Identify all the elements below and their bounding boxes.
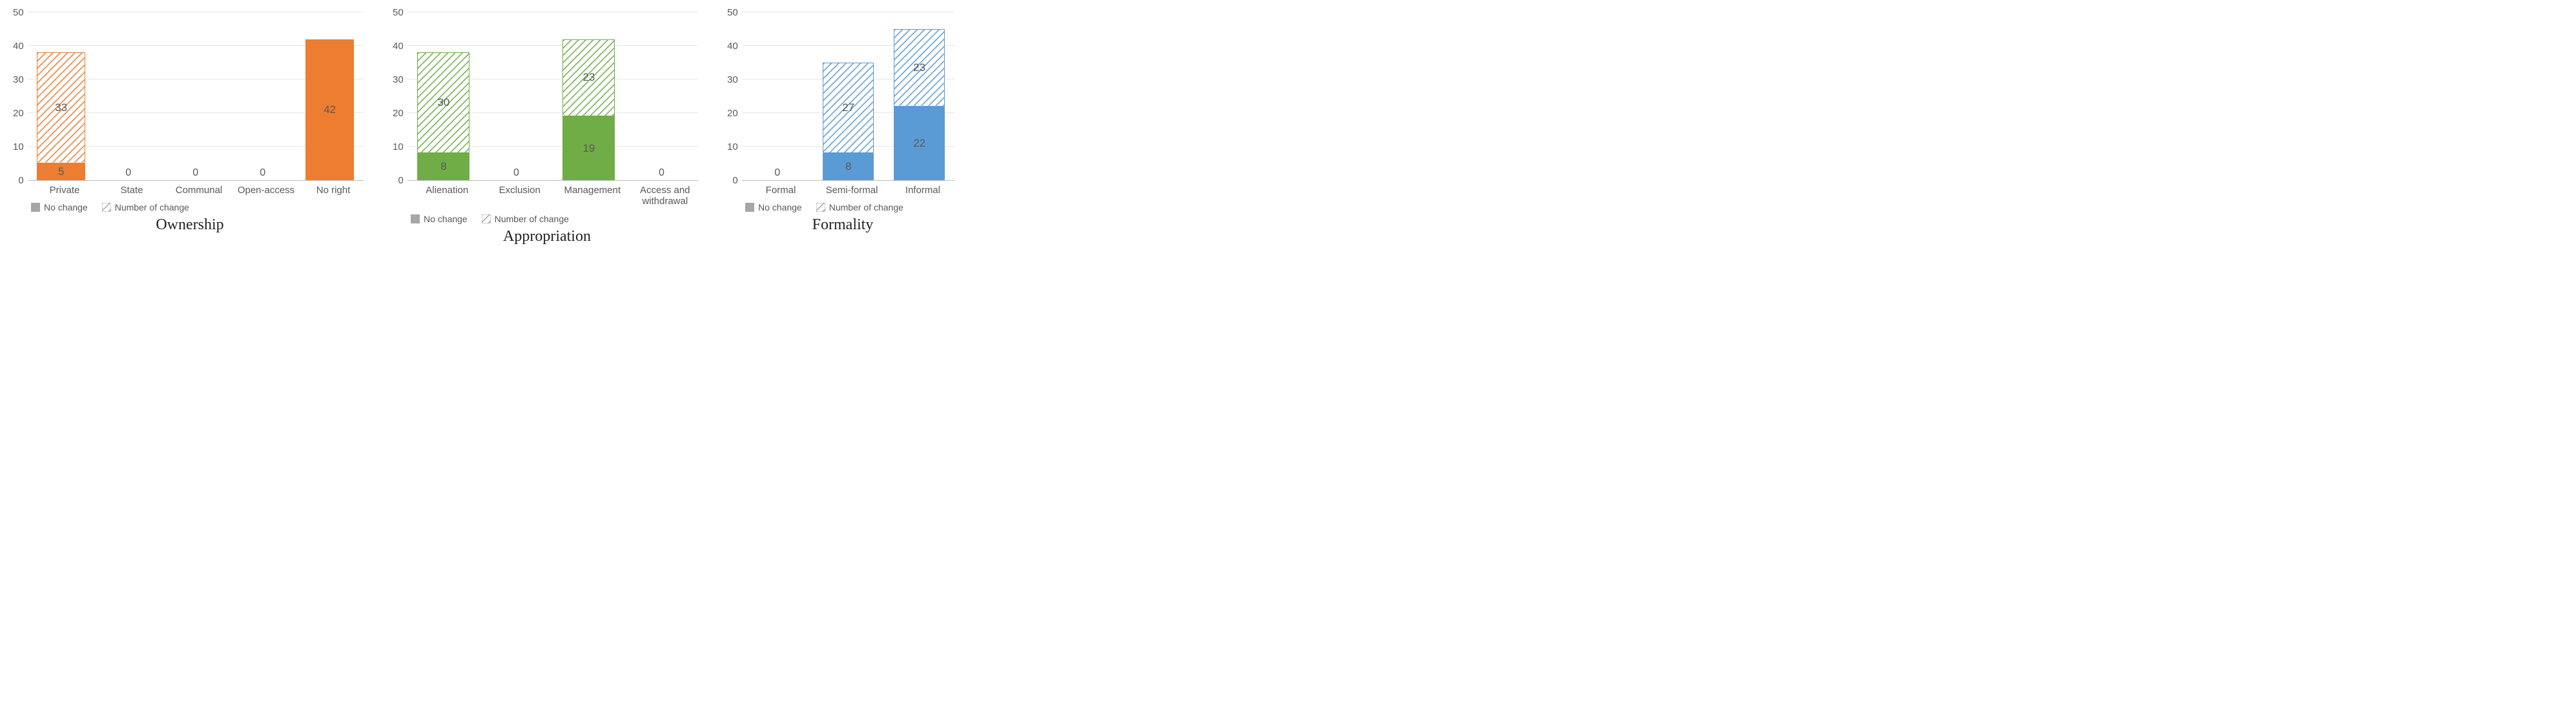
bars-container: 30 8 0 23 19 0: [407, 13, 698, 180]
x-tick-label: Communal: [165, 185, 232, 196]
chart-title: Appropriation: [503, 228, 591, 245]
legend: No change Number of change: [411, 214, 569, 224]
chart-panel-formality: 504030201000 278 2322FormalSem: [727, 13, 958, 234]
legend-label-hatched: Number of change: [495, 214, 569, 224]
bar-segment-solid: 19: [562, 116, 615, 180]
legend-item-solid: No change: [745, 202, 802, 212]
x-tick-label: Management: [556, 185, 629, 207]
bar-value-label: 8: [845, 160, 851, 173]
plot-area: 30 8 0 23 19 0: [407, 13, 698, 181]
x-tick-label: No right: [300, 185, 367, 196]
bar-stack: 42: [305, 39, 354, 180]
bar-slot: 0: [162, 13, 229, 180]
bar-segment-hatched: 33: [37, 52, 85, 163]
legend-item-hatched: Number of change: [816, 202, 903, 212]
chart-body: 50403020100 33500042: [13, 13, 364, 181]
bar-value-label: 22: [913, 137, 925, 150]
legend-swatch-solid: [745, 203, 754, 212]
legend-item-solid: No change: [31, 202, 88, 212]
x-axis: FormalSemi-formalInformal: [745, 185, 958, 196]
bar-value-label: 0: [659, 167, 665, 179]
bar-segment-hatched: 23: [894, 29, 945, 107]
chart-body: 50403020100 0 27 8 23 22: [727, 13, 955, 181]
chart-body: 50403020100 30 8 0 23 19 0: [393, 13, 698, 181]
legend-swatch-solid: [31, 203, 40, 212]
bar-value-label: 5: [58, 165, 64, 178]
bar-segment-solid: 8: [823, 153, 874, 180]
bar-segment-solid: 22: [894, 107, 945, 180]
bar-segment-hatched: 30: [417, 52, 469, 153]
bar-value-label: 0: [260, 167, 265, 179]
bar-segment-solid: 8: [417, 153, 469, 180]
legend-swatch-hatched: [102, 203, 111, 212]
bar-value-label: 19: [582, 142, 595, 155]
bars-container: 0 27 8 23 22: [742, 13, 955, 180]
bar-segment-hatched: 23: [562, 39, 615, 117]
x-tick-label: Alienation: [411, 185, 484, 207]
y-axis: 50403020100: [393, 13, 407, 181]
bar-value-label: 0: [513, 167, 519, 179]
legend: No change Number of change: [745, 202, 903, 212]
bar-slot: 30 8: [407, 13, 480, 180]
legend-item-hatched: Number of change: [102, 202, 189, 212]
bar-segment-hatched: 27: [823, 63, 874, 153]
bar-value-label: 8: [440, 160, 446, 173]
bar-slot: 0: [95, 13, 162, 180]
chart-title: Ownership: [156, 216, 223, 234]
bar-stack: 27 8: [823, 63, 874, 180]
legend-item-solid: No change: [411, 214, 468, 224]
y-axis: 50403020100: [727, 13, 742, 181]
legend-swatch-hatched: [816, 203, 825, 212]
x-tick-label: Formal: [745, 185, 816, 196]
bar-slot: 0: [742, 13, 813, 180]
legend-label-solid: No change: [758, 202, 802, 212]
x-tick-label: Open-access: [232, 185, 300, 196]
bar-value-label: 0: [192, 167, 198, 179]
bar-slot: 23 22: [884, 13, 955, 180]
x-tick-label: Private: [31, 185, 98, 196]
bar-segment-solid: 5: [37, 163, 85, 180]
chart-panel-ownership: 50403020100 33500042PrivateStateCommunal…: [13, 13, 367, 234]
x-tick-label: Informal: [887, 185, 958, 196]
bar-slot: 27 8: [813, 13, 884, 180]
bar-slot: 23 19: [553, 13, 626, 180]
legend: No change Number of change: [31, 202, 189, 212]
bar-slot: 42: [296, 13, 364, 180]
x-tick-label: Exclusion: [484, 185, 557, 207]
bar-stack: 23 22: [894, 29, 945, 180]
x-tick-label: Access andwithdrawal: [629, 185, 702, 207]
bar-value-label: 0: [774, 167, 780, 179]
bar-slot: 0: [229, 13, 296, 180]
bars-container: 33500042: [28, 13, 364, 180]
x-tick-label: State: [98, 185, 165, 196]
bar-stack: 30 8: [417, 52, 469, 180]
plot-area: 0 27 8 23 22: [742, 13, 955, 181]
bar-stack: 335: [37, 52, 85, 180]
bar-slot: 0: [625, 13, 698, 180]
chart-title: Formality: [812, 216, 874, 234]
bar-value-label: 0: [125, 167, 131, 179]
legend-item-hatched: Number of change: [482, 214, 569, 224]
x-axis: PrivateStateCommunalOpen-accessNo right: [31, 185, 367, 196]
legend-label-solid: No change: [44, 202, 88, 212]
bar-stack: 23 19: [562, 39, 615, 180]
legend-swatch-solid: [411, 214, 420, 223]
plot-area: 33500042: [28, 13, 364, 181]
chart-panel-appropriation: 50403020100 3080 23190Alienati: [393, 13, 701, 245]
charts-row: 50403020100 33500042PrivateStateCommunal…: [13, 13, 2563, 245]
x-axis: AlienationExclusionManagementAccess andw…: [411, 185, 701, 207]
legend-swatch-hatched: [482, 214, 491, 223]
legend-label-hatched: Number of change: [115, 202, 189, 212]
x-tick-label: Semi-formal: [816, 185, 887, 196]
bar-slot: 0: [480, 13, 553, 180]
bar-value-label: 42: [324, 103, 336, 116]
bar-slot: 335: [28, 13, 95, 180]
y-axis: 50403020100: [13, 13, 28, 181]
bar-segment-solid: 42: [305, 39, 354, 180]
legend-label-solid: No change: [424, 214, 468, 224]
legend-label-hatched: Number of change: [829, 202, 903, 212]
